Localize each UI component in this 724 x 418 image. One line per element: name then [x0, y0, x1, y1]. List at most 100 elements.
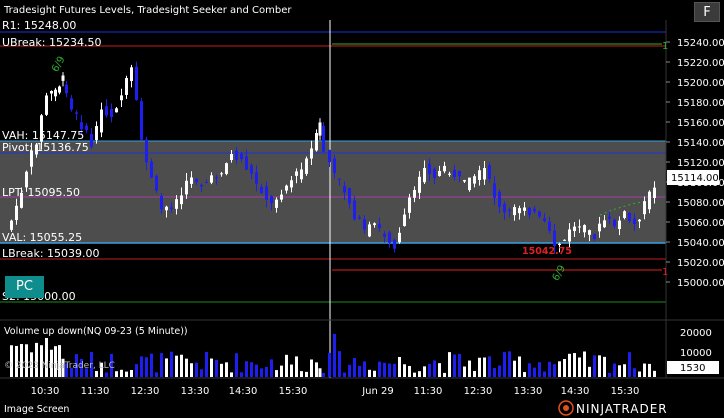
volume-bar — [413, 372, 416, 377]
candle-body — [648, 191, 651, 210]
volume-tick-10000: 10000 — [680, 348, 712, 359]
volume-bar — [185, 358, 188, 377]
candle-body — [150, 161, 153, 178]
volume-bar — [270, 359, 273, 377]
volume-bar — [100, 362, 103, 377]
candle-body — [270, 196, 273, 204]
volume-bar — [543, 371, 546, 377]
candle-body — [613, 219, 616, 227]
volume-bar — [120, 369, 123, 377]
volume-bar — [383, 362, 386, 377]
candle-body — [255, 172, 258, 184]
candle-body — [628, 212, 631, 221]
volume-bar — [45, 337, 48, 377]
price-tick-label: 15220.00 — [677, 58, 724, 69]
volume-bar — [648, 363, 651, 377]
candle-body — [175, 199, 178, 209]
volume-bar — [210, 358, 213, 377]
volume-bar — [548, 361, 551, 377]
price-tick-label: 15020.00 — [677, 258, 724, 269]
candle-body — [70, 98, 73, 110]
candle-body — [125, 78, 128, 95]
candle-body — [80, 122, 83, 130]
candle-body — [463, 180, 466, 182]
candles — [10, 61, 656, 254]
volume-bar — [628, 352, 631, 377]
volume-bar — [583, 351, 586, 377]
volume-bar — [358, 365, 361, 377]
volume-bar — [155, 372, 158, 377]
volume-bar — [403, 364, 406, 377]
candle-body — [290, 180, 293, 188]
time-tick-label: 15:30 — [611, 386, 640, 397]
volume-bar — [65, 363, 68, 377]
candle-body — [220, 173, 223, 175]
chart-options-button[interactable]: F — [694, 2, 720, 22]
volume-bar — [388, 363, 391, 377]
candle-body — [318, 122, 322, 136]
candle-body — [343, 185, 346, 193]
volume-bar — [61, 358, 65, 377]
candle-body — [130, 67, 133, 82]
volume-bar — [90, 351, 93, 377]
candle-body — [528, 207, 531, 215]
volume-bar — [578, 357, 581, 377]
volume-bar — [130, 369, 133, 377]
candle-body — [403, 214, 406, 227]
time-axis[interactable]: 10:30 11:30 12:30 13:30 14:30 15:30 Jun 29 11:3… — [31, 386, 640, 397]
candle-body — [40, 115, 43, 142]
volume-bar — [538, 362, 541, 377]
val-label: VAL: 15055.25 — [2, 231, 82, 244]
volume-bar — [318, 368, 322, 377]
comber-count-top: 1 — [662, 41, 668, 52]
candle-body — [54, 89, 57, 97]
candle-body — [25, 171, 28, 188]
volume-bar — [245, 361, 248, 377]
candle-body — [170, 207, 173, 210]
candle-body — [388, 232, 391, 243]
lbreak-label: LBreak: 15039.00 — [2, 247, 100, 260]
volume-bar — [588, 366, 591, 377]
candle-body — [120, 95, 123, 101]
candle-body — [310, 148, 313, 159]
volume-bar — [603, 356, 606, 377]
volume-bar — [643, 363, 646, 377]
volume-bar — [230, 372, 233, 377]
candle-body — [30, 150, 33, 167]
candle-body — [250, 165, 253, 174]
volume-bar — [563, 358, 566, 377]
volume-bar — [398, 356, 401, 377]
volume-panel-title: Volume up down(NQ 09-23 (5 Minute)) — [4, 326, 188, 337]
volume-bar — [408, 365, 411, 377]
candle-body — [508, 210, 511, 212]
volume-bar — [598, 355, 601, 377]
candle-body — [180, 195, 183, 205]
volume-bar — [363, 361, 366, 377]
candle-body — [353, 200, 356, 220]
candle-body — [558, 243, 561, 246]
candle-body — [543, 218, 546, 222]
candle-body — [623, 211, 626, 218]
candle-body — [245, 156, 248, 170]
chart-title: Tradesight Futures Levels, Tradesight Se… — [3, 5, 292, 16]
candle-body — [95, 126, 98, 141]
volume-bar — [573, 353, 576, 377]
candle-body — [533, 208, 536, 212]
volume-bar — [135, 364, 138, 377]
current-price-box — [667, 170, 719, 185]
volume-bar — [70, 367, 73, 377]
volume-bar — [310, 359, 313, 377]
price-tick-label: 15240.00 — [677, 38, 724, 49]
volume-bar — [608, 372, 611, 377]
candle-body — [160, 196, 163, 210]
volume-bar — [235, 353, 238, 377]
candle-body — [322, 125, 325, 152]
time-tick-label: 14:30 — [229, 386, 258, 397]
time-tick-label: 13:30 — [514, 386, 543, 397]
candle-body — [235, 150, 238, 160]
candle-body — [548, 221, 551, 231]
pc-button[interactable]: PC — [5, 276, 44, 298]
candle-body — [488, 165, 491, 179]
candle-body — [10, 220, 13, 230]
